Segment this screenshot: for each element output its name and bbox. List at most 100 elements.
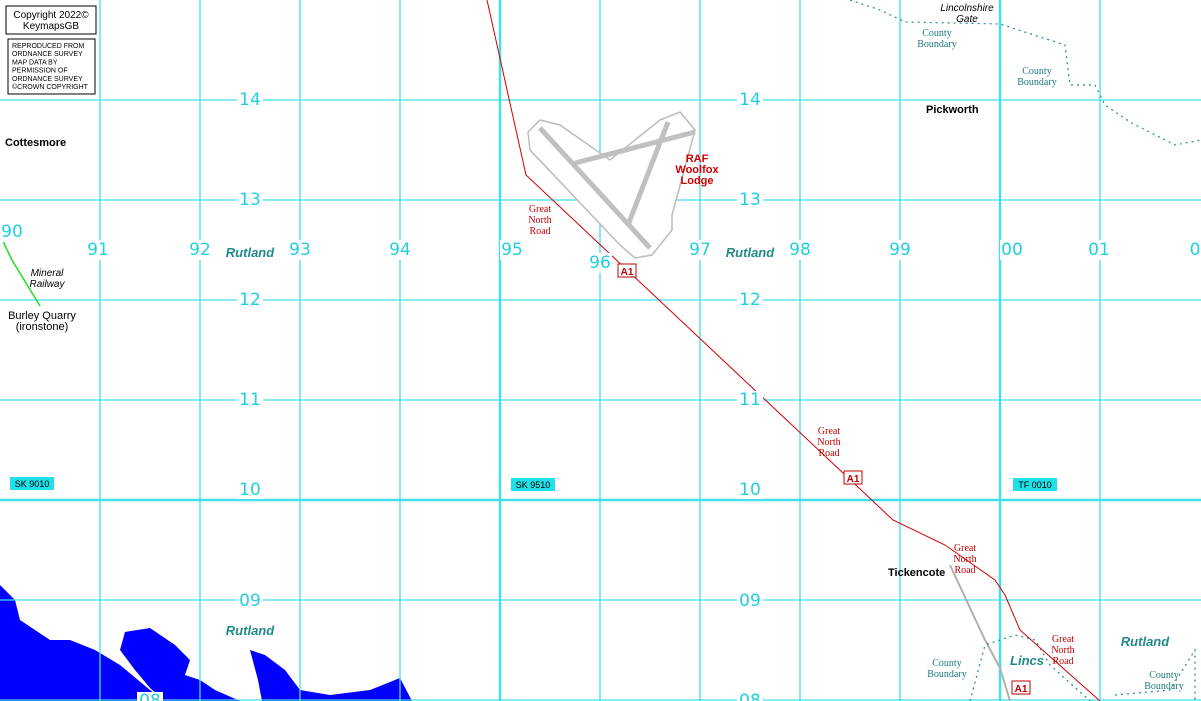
easting-label: 97: [689, 240, 711, 260]
water: [0, 585, 412, 701]
easting-label: 95: [501, 240, 523, 260]
easting-label: 0: [1190, 240, 1201, 260]
place-name: Tickencote: [888, 567, 945, 579]
label-bg: [1000, 240, 1024, 260]
road-name: North: [528, 215, 551, 226]
label-bg: [737, 692, 763, 701]
easting-label: 96: [589, 253, 611, 273]
label-bg: [737, 391, 763, 409]
easting-label: 92: [189, 240, 211, 260]
road-shield: [617, 263, 637, 278]
easting-label: 94: [389, 240, 411, 260]
northing-label: 09: [239, 591, 261, 611]
a1-road: [486, 0, 1101, 701]
boundary-label: County: [1022, 66, 1051, 77]
road-name: North: [817, 437, 840, 448]
copyright: KeymapsGB: [23, 21, 79, 32]
road-number: A1: [847, 474, 860, 485]
easting-label: 91: [87, 240, 109, 260]
label-bg: [500, 240, 524, 260]
place-name: Pickworth: [926, 104, 979, 116]
label-bg: [737, 592, 763, 610]
road-name: North: [953, 554, 976, 565]
label-bg: [288, 240, 312, 260]
label-bg: [788, 240, 812, 260]
grid-ref-bg: [10, 477, 54, 490]
quarry-label: (ironstone): [16, 321, 69, 333]
road-name: Great: [818, 426, 840, 437]
label-bg: [86, 240, 110, 260]
road-name: Road: [954, 565, 975, 576]
os-notice: PERMISSION OF: [12, 68, 68, 75]
road-shield: [843, 470, 863, 485]
label-bg: [1087, 240, 1111, 260]
northing-label: 13: [739, 190, 761, 210]
os-notice: ORDNANCE SURVEY: [12, 51, 83, 58]
italic-label: Gate: [956, 14, 978, 25]
os-box: [7, 38, 96, 95]
grid-ref: SK 9510: [516, 480, 551, 490]
grid-ref: TF 0010: [1018, 480, 1052, 490]
label-bg: [237, 191, 263, 209]
airfield-name: RAF: [686, 153, 709, 165]
road-name: North: [1051, 645, 1074, 656]
label-bg: [737, 191, 763, 209]
region-name: Rutland: [226, 245, 275, 260]
county-boundaries: [849, 0, 1201, 701]
boundary-label: Boundary: [927, 669, 966, 680]
boundary-label: County: [922, 28, 951, 39]
grid-ref-bg: [511, 478, 555, 491]
road-name: Great: [529, 204, 551, 215]
easting-label: 01: [1088, 240, 1110, 260]
label-bg: [188, 240, 212, 260]
label-bg: [237, 291, 263, 309]
label-bg: [237, 592, 263, 610]
road-name: Great: [954, 543, 976, 554]
italic-label: Mineral: [31, 268, 65, 279]
label-bg: [737, 91, 763, 109]
northing-label: 09: [739, 591, 761, 611]
northing-label: 10: [239, 480, 261, 500]
mineral-railway: [0, 234, 41, 307]
northing-label: 12: [239, 290, 261, 310]
os-notice: ORDNANCE SURVEY: [12, 76, 83, 83]
grid-ref-bg: [1013, 478, 1057, 491]
label-bg: [237, 481, 263, 499]
label-bg: [0, 222, 24, 242]
easting-label: 98: [789, 240, 811, 260]
northing-label: 11: [239, 390, 261, 410]
label-bg: [237, 391, 263, 409]
boundary-label: Boundary: [1144, 681, 1183, 692]
road-shield: [1011, 680, 1031, 695]
road-name: Road: [529, 226, 550, 237]
copyright: Copyright 2022©: [13, 10, 89, 21]
boundary-label: Boundary: [917, 39, 956, 50]
grid-ref: SK 9010: [15, 479, 50, 489]
place-name: Cottesmore: [5, 137, 66, 149]
northing-label: 13: [239, 190, 261, 210]
northing-label: 08: [739, 691, 761, 701]
road-number: A1: [621, 267, 634, 278]
label-bg: [388, 240, 412, 260]
easting-label: 99: [889, 240, 911, 260]
region-name: Lincs: [1010, 653, 1044, 668]
northing-label: 12: [739, 290, 761, 310]
northing-label: 14: [239, 90, 261, 110]
road-number: A1: [1015, 684, 1028, 695]
region-name: Rutland: [226, 623, 275, 638]
italic-label: Railway: [29, 279, 65, 290]
easting-label: 00: [1001, 240, 1023, 260]
os-notice: MAP DATA BY: [12, 59, 58, 66]
road-name: Road: [818, 448, 839, 459]
boundary-label: Boundary: [1017, 77, 1056, 88]
airfield-name: Lodge: [681, 175, 714, 187]
label-bg: [137, 692, 163, 701]
easting-label: 90: [1, 222, 23, 242]
os-notice: REPRODUCED FROM: [12, 43, 85, 50]
label-bg: [1183, 240, 1201, 260]
airfield-name: Woolfox: [675, 164, 719, 176]
os-notice: ©CROWN COPYRIGHT: [12, 83, 89, 91]
